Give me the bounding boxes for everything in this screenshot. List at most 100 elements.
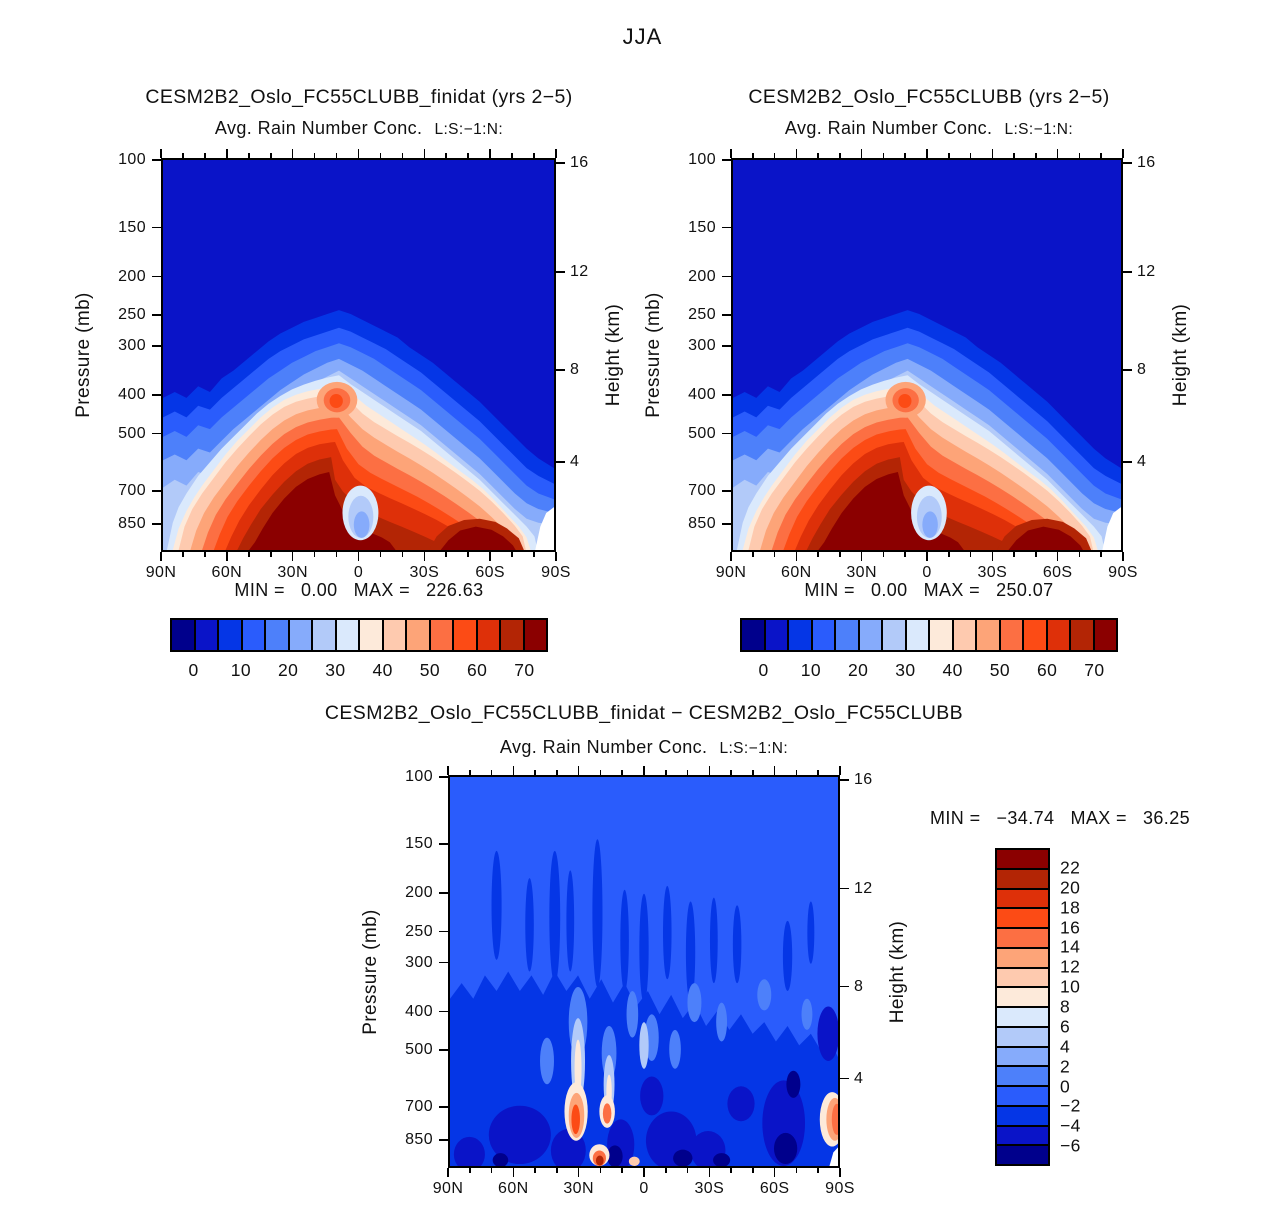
colorbar-tick-label: 0 (1060, 1076, 1071, 1096)
max-value: 36.25 (1142, 808, 1191, 828)
colorbar-cell (500, 619, 524, 651)
x-tick-label: 30S (409, 564, 440, 581)
contour-blob (353, 511, 370, 538)
x-tick-label: 60S (759, 1180, 790, 1197)
x-tick (182, 153, 184, 158)
pressure-tick-label: 100 (118, 151, 146, 169)
contour-blob (488, 1105, 551, 1165)
colorbar-tick-label: 2 (1060, 1056, 1071, 1077)
contour-blob (549, 850, 561, 984)
x-tick (773, 766, 776, 775)
contour-band (440, 526, 516, 550)
x-tick (664, 770, 667, 775)
x-tick (512, 766, 515, 775)
x-tick (512, 1168, 515, 1177)
contour-blob (540, 1037, 554, 1085)
height-axis-label: Height (km) (1170, 303, 1191, 407)
contour-blob (709, 897, 718, 984)
x-tick-label: 30N (277, 564, 308, 581)
contour-blob (329, 394, 343, 409)
pressure-tick (152, 523, 161, 525)
height-tick (1123, 369, 1132, 371)
colorbar-cell (811, 619, 835, 651)
colorbar-tick-label: 4 (1060, 1036, 1071, 1057)
pressure-tick (439, 843, 448, 845)
x-tick (817, 153, 819, 158)
pressure-tick (152, 159, 161, 161)
pressure-tick-label: 400 (688, 386, 716, 404)
height-tick-label: 4 (854, 1069, 864, 1087)
x-tick (226, 149, 228, 158)
x-tick (839, 153, 841, 158)
pressure-tick (439, 892, 448, 895)
height-tick (1123, 271, 1132, 273)
x-tick-label: 30N (846, 564, 877, 581)
variable-name: Avg. Rain Number Conc. (499, 737, 708, 757)
height-tick (840, 779, 849, 781)
pressure-tick-label: 300 (688, 337, 716, 355)
colorbar-tick-label: −4 (1060, 1115, 1081, 1136)
colorbar-tick-label: 10 (1060, 976, 1081, 997)
x-tick (991, 552, 994, 561)
colorbar-tick-label: 16 (1060, 917, 1081, 937)
contour-blob (687, 983, 702, 1023)
minmax-finidat: MIN = 0.00 MAX = 226.63 (109, 580, 609, 601)
contour-plot-diff (448, 775, 840, 1168)
x-tick-label: 90N (432, 1180, 464, 1197)
pressure-tick (722, 314, 731, 316)
x-tick (490, 770, 493, 775)
height-tick-label: 4 (1137, 453, 1147, 471)
x-tick (730, 552, 732, 561)
x-tick (1078, 552, 1081, 557)
contour-blob (782, 920, 793, 991)
colorbar-cell (1046, 619, 1070, 651)
pressure-tick-label: 850 (688, 515, 716, 533)
max-label: MAX = (353, 580, 411, 600)
level-tag: L:S:−1:N: (719, 740, 789, 757)
pressure-tick (722, 159, 731, 161)
x-tick (313, 552, 316, 557)
colorbar-cell (996, 868, 1049, 889)
contour-blob (817, 1006, 838, 1061)
x-tick (1035, 153, 1037, 158)
colorbar-cell (996, 1105, 1049, 1126)
colorbar-tick-label: 40 (942, 660, 963, 680)
contour-blob (732, 905, 742, 984)
panel-control-title: CESM2B2_Oslo_FC55CLUBB (yrs 2−5) (748, 86, 1110, 108)
x-tick (490, 1168, 493, 1173)
x-tick (533, 552, 535, 557)
x-tick (926, 552, 928, 561)
contour-band (535, 507, 554, 550)
height-axis-label: Height (km) (603, 303, 624, 407)
colorbar-tick-label: 14 (1060, 936, 1081, 957)
x-tick (555, 552, 557, 561)
contour-blob (453, 1136, 485, 1166)
colorbar-cell (996, 1125, 1049, 1146)
panel-diff-title: CESM2B2_Oslo_FC55CLUBB_finidat − CESM2B2… (324, 702, 964, 724)
height-tick-label: 16 (570, 154, 589, 172)
colorbar-cell (741, 619, 765, 651)
colorbar-finidat (170, 618, 548, 652)
pressure-tick (439, 930, 448, 933)
height-tick (840, 985, 849, 988)
x-tick-label: 60N (498, 1180, 529, 1197)
contour-blob (685, 901, 696, 1003)
x-tick (664, 1168, 667, 1173)
pressure-tick (439, 1010, 448, 1013)
colorbar-tick-label: 20 (847, 660, 869, 680)
pressure-tick-label: 100 (688, 151, 716, 169)
x-tick (708, 1168, 711, 1177)
min-value: −34.74 (996, 808, 1055, 828)
colorbar-cell (996, 947, 1049, 968)
pressure-tick-label: 850 (405, 1131, 433, 1149)
pressure-tick (722, 490, 731, 492)
colorbar-tick-label: 10 (800, 660, 822, 680)
colorbar-cell (1070, 619, 1094, 651)
x-tick (269, 552, 272, 557)
x-tick (577, 766, 580, 775)
colorbar-cell (996, 1026, 1049, 1047)
x-tick (621, 770, 624, 775)
x-tick (926, 149, 928, 158)
pressure-tick (152, 226, 161, 229)
x-tick (686, 770, 689, 775)
